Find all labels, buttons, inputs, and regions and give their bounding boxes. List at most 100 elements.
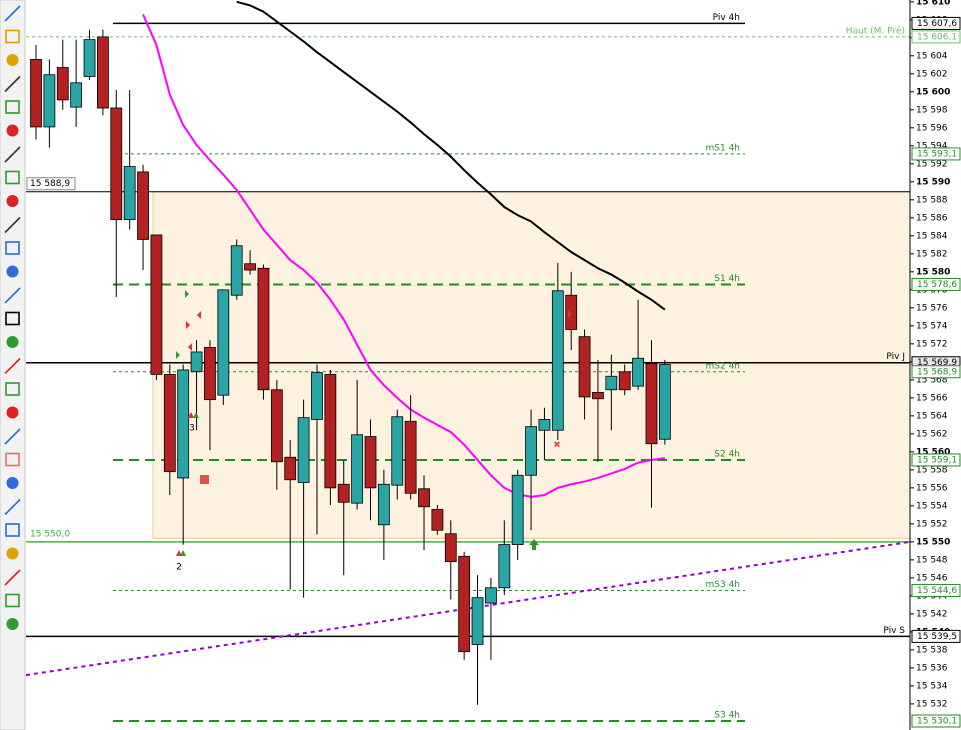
tool-icon — [4, 287, 21, 304]
candle-body — [551, 290, 564, 431]
candle-body — [257, 267, 270, 391]
candle-body — [83, 39, 96, 77]
candle-body — [632, 357, 644, 387]
candle-body — [110, 107, 123, 221]
candle-body — [471, 597, 484, 645]
signal — [176, 351, 180, 359]
y-tick-label: 15 534 — [916, 681, 948, 691]
level-label: S1 4h — [714, 274, 740, 284]
candle-body — [498, 544, 511, 589]
candle-body — [485, 587, 497, 604]
tool-icon — [5, 170, 20, 185]
price-box-label: 15 568,9 — [917, 367, 957, 377]
y-tick-label: 15 590 — [916, 177, 950, 187]
y-tick-label: 15 548 — [916, 555, 948, 565]
tool-icon — [5, 523, 20, 537]
y-tick-label: 15 586 — [916, 213, 948, 223]
y-tick-label: 15 568 — [916, 375, 948, 385]
y-tick-label: 15 574 — [916, 321, 948, 331]
price-box-label: 15 530,1 — [917, 716, 957, 726]
candle-body — [444, 533, 457, 563]
y-tick-label: 15 602 — [916, 69, 948, 79]
price-box — [911, 629, 961, 643]
tool-icon — [6, 618, 19, 630]
tool-icon — [6, 124, 19, 137]
annotation: 3 — [189, 424, 195, 434]
price-box — [911, 277, 961, 291]
tool-icon — [6, 336, 19, 348]
signal — [197, 311, 201, 319]
level-layer: Piv 4h Haut (M. Pré) mS1 4h S1 4h Piv J mS2 4… — [26, 13, 910, 722]
trendline — [25, 540, 911, 677]
candle-body — [43, 74, 56, 128]
candle-body — [592, 392, 604, 400]
y-tick-label: 15 542 — [916, 609, 948, 619]
price-line-box — [26, 177, 76, 191]
price-box-label: 15 544,6 — [917, 586, 957, 596]
signal — [186, 321, 190, 329]
y-tick-label: 15 576 — [916, 303, 948, 313]
tool-icon — [6, 265, 19, 278]
price-box — [911, 16, 961, 30]
candle-body — [605, 375, 618, 391]
price-box — [911, 453, 961, 467]
tool-icon — [5, 241, 20, 255]
candle-body — [404, 420, 417, 494]
moving-average — [142, 14, 665, 498]
level-label: mS1 4h — [706, 143, 741, 153]
price-box-label: 15 569,9 — [917, 358, 957, 368]
signal: ✖ — [553, 441, 561, 451]
candle-body — [311, 372, 323, 420]
candle-body — [30, 59, 42, 128]
tool-icon — [4, 146, 21, 163]
y-tick-label: 15 596 — [916, 123, 948, 133]
price-box-label: 15 593,1 — [917, 149, 957, 159]
tool-icon — [5, 100, 20, 114]
candle-body — [204, 347, 216, 401]
signal — [529, 539, 539, 545]
candle-body — [217, 289, 230, 396]
y-tick-label: 15 604 — [916, 51, 948, 61]
tool-icon — [5, 452, 20, 467]
toolbar — [0, 0, 26, 730]
candle-body — [658, 364, 671, 440]
price-box — [911, 583, 961, 597]
tool-icon — [6, 477, 19, 489]
plot-layer — [25, 0, 911, 705]
candle-body — [163, 374, 176, 473]
tool-icon — [5, 593, 20, 608]
level-label: S3 4h — [714, 710, 740, 720]
candle-body — [391, 416, 404, 486]
y-tick-label: 15 566 — [916, 393, 948, 403]
signal — [185, 290, 189, 298]
candle-body — [351, 434, 364, 504]
level-label: Piv 4h — [713, 13, 740, 23]
price-box — [911, 147, 961, 161]
candle-body — [525, 426, 537, 476]
signal — [188, 343, 192, 351]
y-tick-label: 15 532 — [916, 699, 948, 709]
candle-body — [177, 369, 190, 479]
candle-body — [97, 36, 109, 109]
candle-body — [431, 509, 444, 531]
price-box — [911, 365, 961, 379]
y-tick-label: 15 580 — [916, 267, 950, 277]
candle-body — [565, 294, 578, 330]
signals: ✖ 3 2 — [176, 290, 572, 573]
signal — [193, 412, 199, 418]
tool-icon — [4, 498, 21, 516]
candle-body — [324, 374, 337, 489]
y-tick-label: 15 546 — [916, 573, 948, 583]
tool-icon — [4, 75, 21, 93]
y-tick-label: 15 592 — [916, 159, 948, 169]
y-tick-label: 15 582 — [916, 249, 948, 259]
tool-icon — [4, 357, 21, 375]
price-box-label: 15 539,5 — [917, 632, 957, 642]
price-box-label: 15 559,1 — [917, 455, 957, 465]
tool-icon — [4, 216, 21, 234]
signal — [188, 412, 194, 418]
y-tick-label: 15 556 — [916, 483, 948, 493]
candle-body — [364, 436, 377, 489]
tool-icon — [4, 5, 21, 22]
signal — [176, 550, 182, 556]
